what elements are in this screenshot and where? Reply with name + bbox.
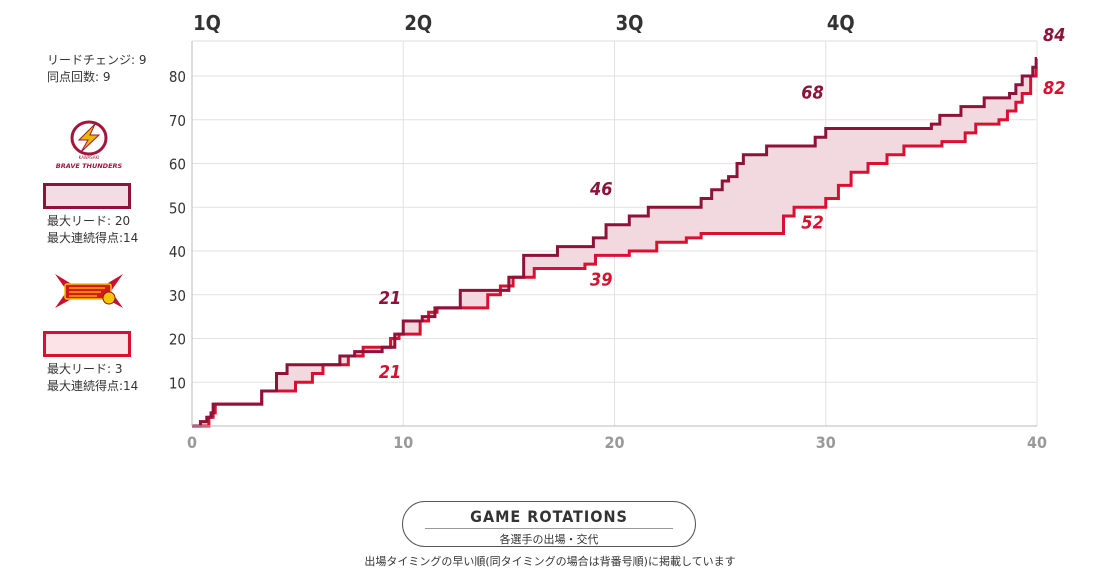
brex-max-run: 最大連続得点:14 [47, 379, 139, 393]
x-tick-label: 0 [187, 433, 197, 452]
y-tick-label: 30 [169, 287, 186, 305]
thunders-max-run: 最大連続得点:14 [47, 231, 139, 245]
y-tick-label: 70 [169, 112, 186, 130]
brex-quarter-score: 21 [379, 362, 402, 383]
lead-changes: リードチェンジ: 9 [47, 53, 147, 67]
brex-max-lead: 最大リード: 3 [47, 362, 123, 376]
game-rotations-button[interactable]: GAME ROTATIONS 各選手の出場・交代 [402, 501, 696, 547]
brex-stats: 最大リード: 3 最大連続得点:14 [47, 361, 138, 395]
thunders-score-line [192, 57, 1038, 428]
brex-quarter-score: 39 [590, 269, 613, 290]
y-tick-label: 40 [169, 243, 186, 261]
thunders-max-lead: 最大リード: 20 [47, 214, 131, 228]
score-labels: 21 46 68 84 21 39 52 82 [379, 25, 1066, 383]
x-tick-label: 10 [393, 433, 413, 452]
quarter-label: 1Q [193, 11, 221, 35]
thunders-quarter-score: 21 [379, 288, 402, 309]
game-rotations-divider [425, 528, 673, 529]
brex-quarter-score: 52 [801, 213, 824, 234]
thunders-logo-small-text: KAWASAKI [79, 155, 100, 160]
thunders-quarter-score: 46 [589, 179, 613, 200]
x-tick-label: 40 [1027, 433, 1047, 452]
thunders-quarter-score: 68 [801, 83, 824, 104]
y-tick-label: 10 [169, 374, 186, 392]
thunders-quarter-score: 84 [1043, 25, 1066, 46]
quarter-label: 3Q [616, 11, 644, 35]
brex-legend-swatch [43, 331, 131, 357]
quarter-label: 2Q [404, 11, 432, 35]
brex-quarter-score: 82 [1043, 78, 1066, 99]
score-lines [192, 57, 1038, 428]
score-progression-chart: 10 20 30 40 50 60 70 80 0 10 20 30 40 1Q 2Q 3Q 4Q 21 46 68… [169, 11, 1066, 452]
y-tick-label: 20 [169, 331, 186, 349]
thunders-logo: KAWASAKI BRAVE THUNDERS [55, 118, 123, 172]
tie-count: 同点回数: 9 [47, 70, 111, 84]
rotations-note: 出場タイミングの早い順(同タイミングの場合は背番号順)に掲載しています [364, 555, 736, 568]
thunders-legend-swatch [43, 183, 131, 209]
y-tick-label: 50 [169, 199, 186, 217]
y-tick-label: 80 [169, 68, 186, 86]
game-rotations-title: GAME ROTATIONS [470, 507, 628, 526]
thunders-stats: 最大リード: 20 最大連続得点:14 [47, 213, 138, 247]
game-stats: リードチェンジ: 9 同点回数: 9 [47, 52, 147, 86]
x-tick-label: 20 [604, 433, 624, 452]
y-tick-label: 60 [169, 156, 186, 174]
brex-logo [53, 272, 125, 310]
game-rotations-subtitle: 各選手の出場・交代 [499, 533, 599, 546]
thunders-logo-text: BRAVE THUNDERS [56, 162, 123, 170]
quarter-label: 4Q [827, 11, 855, 35]
x-tick-label: 30 [816, 433, 836, 452]
axes: 10 20 30 40 50 60 70 80 0 10 20 30 40 1Q 2Q 3Q 4Q [169, 11, 1047, 452]
